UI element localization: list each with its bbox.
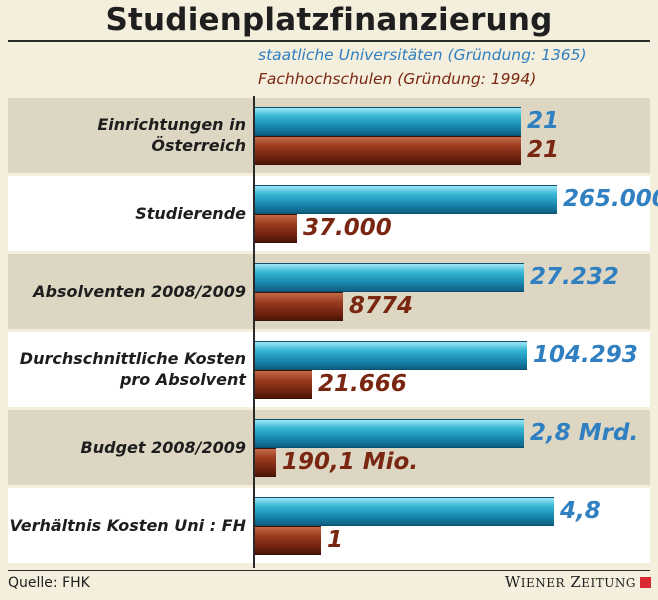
bar-uni-verhaeltnis-kosten <box>255 497 554 526</box>
publisher-logo: WIENER ZEITUNG <box>504 573 636 591</box>
legend-entry-fachhochschulen: Fachhochschulen (Gründung: 1994) <box>258 70 537 88</box>
category-label-verhaeltnis-kosten: Verhältnis Kosten Uni : FH <box>9 515 246 535</box>
bar-uni-studierende <box>255 185 557 214</box>
publisher-logo-square <box>640 577 651 588</box>
category-label-budget: Budget 2008/2009 <box>80 437 246 457</box>
value-label-uni-einrichtungen: 21 <box>527 108 560 134</box>
value-label-uni-verhaeltnis-kosten: 4,8 <box>560 498 601 524</box>
category-label-kosten-pro-absolvent: Durchschnittliche Kosten pro Absolvent <box>19 349 246 389</box>
bar-fh-kosten-pro-absolvent <box>255 370 312 399</box>
value-label-fh-einrichtungen: 21 <box>527 137 560 163</box>
bar-uni-absolventen <box>255 263 524 292</box>
legend-entry-universitaeten: staatliche Universitäten (Gründung: 1365… <box>258 46 587 64</box>
value-label-uni-absolventen: 27.232 <box>530 264 619 290</box>
bar-fh-studierende <box>255 214 297 243</box>
bar-uni-kosten-pro-absolvent <box>255 341 527 370</box>
value-label-fh-verhaeltnis-kosten: 1 <box>327 527 344 553</box>
bar-fh-budget <box>255 448 276 477</box>
bar-uni-einrichtungen <box>255 107 521 136</box>
bar-fh-absolventen <box>255 292 343 321</box>
category-axis-line <box>253 96 255 568</box>
value-label-uni-studierende: 265.000 <box>563 186 658 212</box>
value-label-fh-absolventen: 8774 <box>349 293 414 319</box>
value-label-uni-kosten-pro-absolvent: 104.293 <box>533 342 638 368</box>
value-label-fh-budget: 190,1 Mio. <box>282 449 419 475</box>
bar-fh-einrichtungen <box>255 136 521 165</box>
bar-fh-verhaeltnis-kosten <box>255 526 321 555</box>
category-label-studierende: Studierende <box>135 203 246 223</box>
bar-uni-budget <box>255 419 524 448</box>
category-label-absolventen: Absolventen 2008/2009 <box>33 281 246 301</box>
footer-divider <box>8 570 650 571</box>
category-label-einrichtungen: Einrichtungen in Österreich <box>97 115 246 155</box>
source-note: Quelle: FHK <box>8 575 90 591</box>
value-label-fh-studierende: 37.000 <box>303 215 392 241</box>
chart-title: Studienplatzfinanzierung <box>105 2 553 38</box>
value-label-fh-kosten-pro-absolvent: 21.666 <box>318 371 407 397</box>
title-divider <box>8 40 650 42</box>
value-label-uni-budget: 2,8 Mrd. <box>530 420 639 446</box>
